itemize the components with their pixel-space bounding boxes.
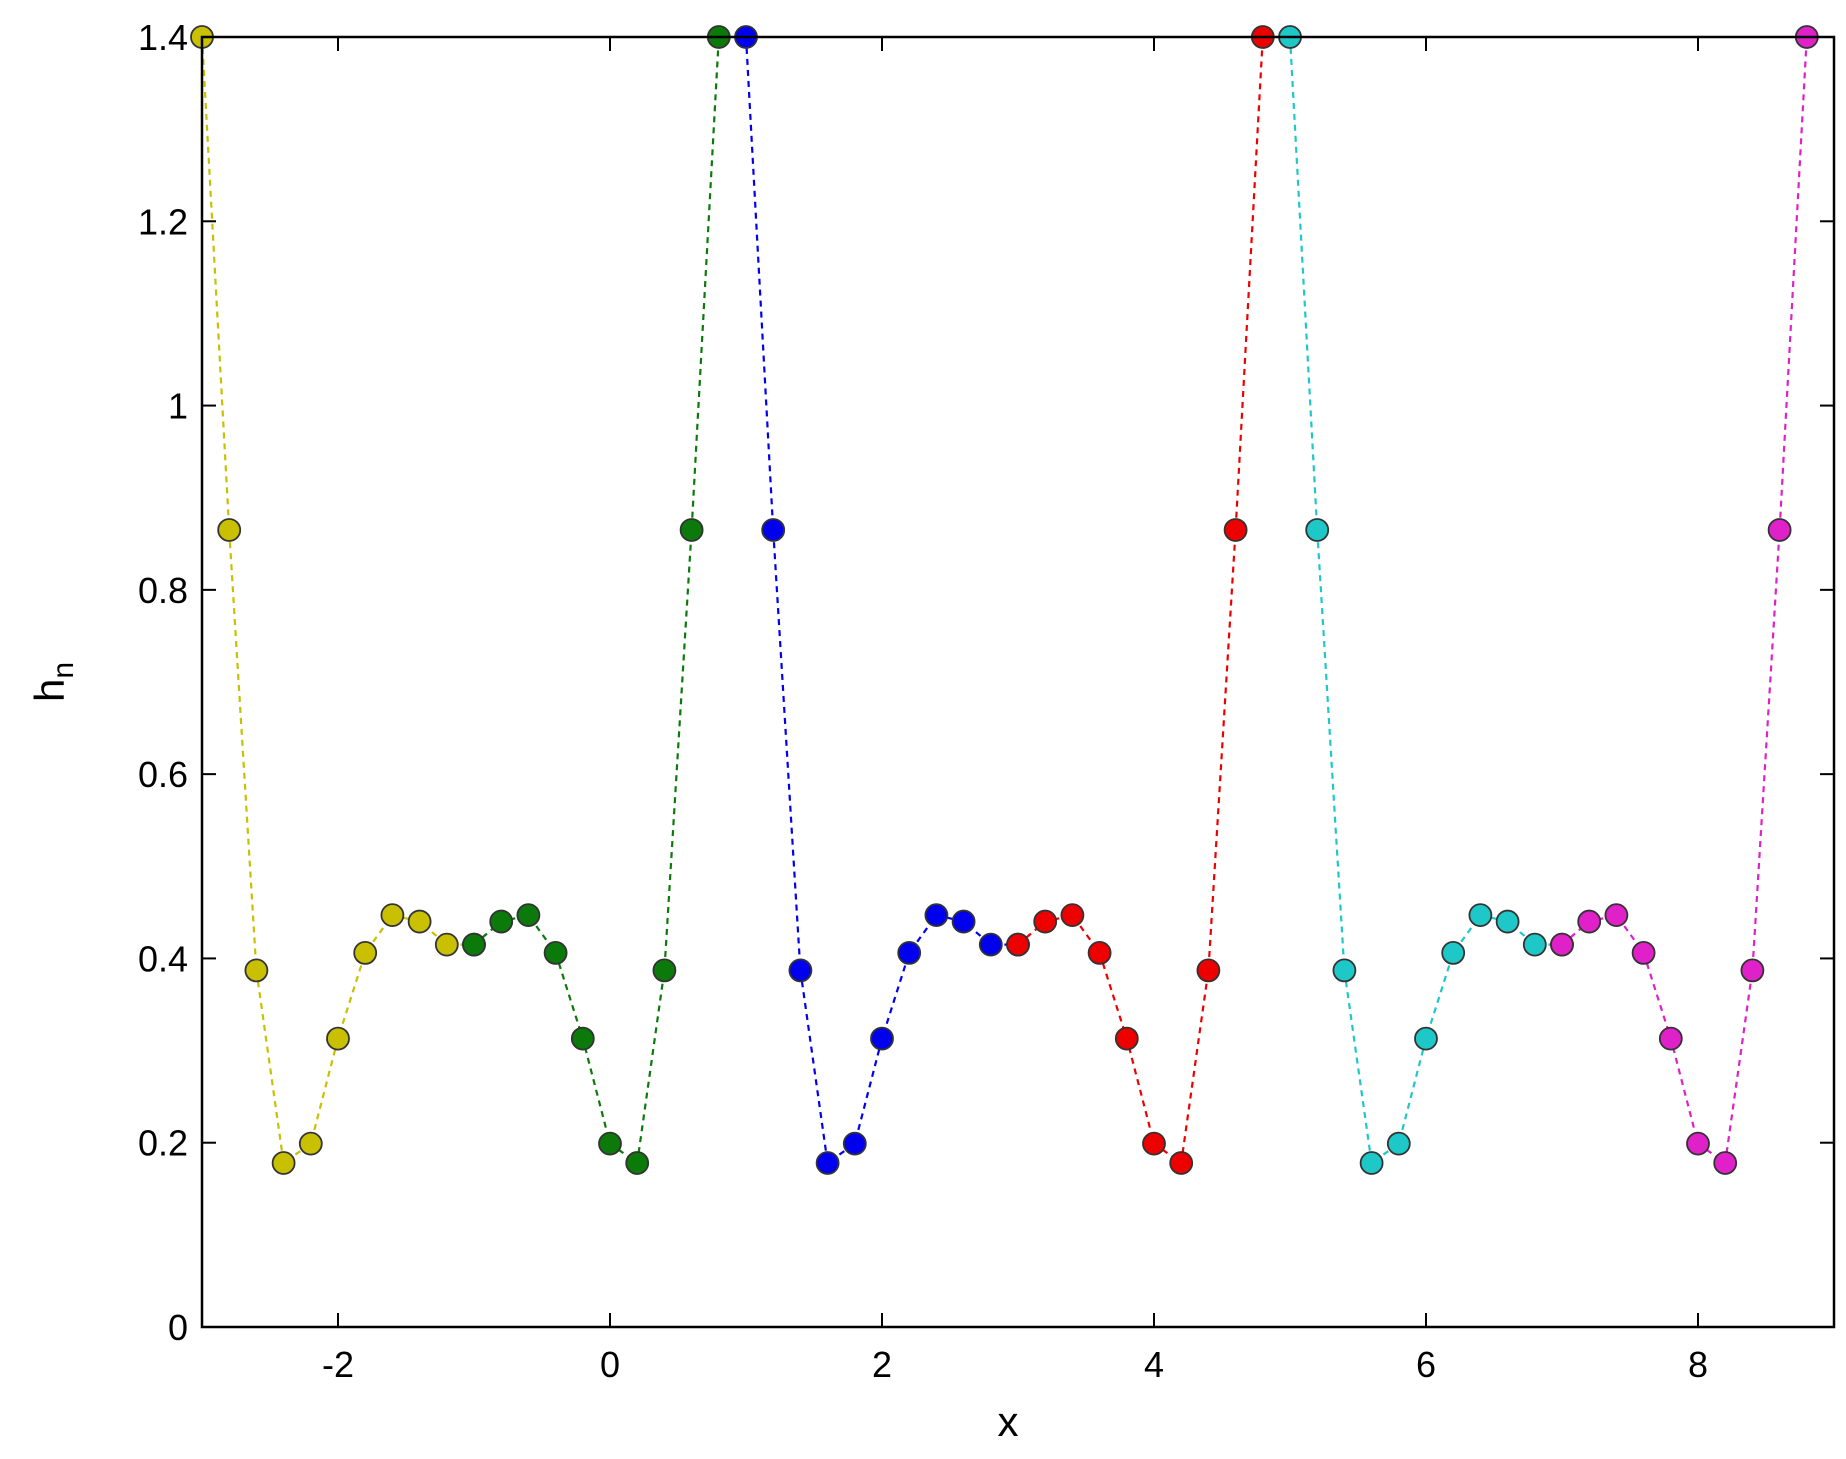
data-point [679, 518, 704, 542]
data-point [652, 958, 677, 983]
data-point [1359, 1151, 1384, 1175]
x-axis-title: x [998, 1398, 1019, 1445]
data-point [951, 909, 976, 934]
data-point [489, 909, 514, 934]
data-point [217, 518, 242, 542]
y-tick-label: 0.2 [138, 1123, 188, 1164]
data-point [1223, 518, 1248, 542]
data-point [1060, 903, 1085, 928]
data-point [978, 932, 1003, 957]
x-tick-label: 4 [1144, 1344, 1164, 1385]
data-point [1114, 1026, 1139, 1051]
data-point [462, 932, 486, 957]
data-point [1550, 932, 1574, 957]
series-6 [1550, 25, 1819, 1175]
data-point [1740, 958, 1765, 983]
data-point [1087, 941, 1112, 965]
data-point [353, 941, 378, 965]
y-tick-label: 1.4 [138, 17, 188, 58]
data-point [271, 1151, 296, 1175]
data-point [1631, 941, 1656, 965]
plot-frame [200, 35, 1836, 1329]
x-tick-label: 6 [1416, 1344, 1436, 1385]
data-point [1332, 958, 1357, 983]
series-line [473, 36, 720, 1165]
data-point [1033, 909, 1058, 934]
data-point [1495, 909, 1520, 934]
data-point [1386, 1131, 1411, 1156]
x-tick-label: 2 [872, 1344, 892, 1385]
data-point [543, 941, 568, 965]
data-point [625, 1151, 650, 1175]
data-point [1658, 1026, 1683, 1051]
plot-background [202, 37, 1834, 1327]
y-tick-label: 1 [168, 386, 188, 427]
data-point [924, 903, 949, 928]
y-axis-title-subscript: n [47, 662, 80, 679]
y-axis-title-main: h [26, 679, 73, 702]
data-point [1142, 1131, 1166, 1156]
data-point [815, 1151, 840, 1175]
series-5 [1278, 25, 1574, 1175]
data-point [1305, 518, 1330, 542]
data-point [1169, 1151, 1194, 1175]
series-2 [462, 25, 731, 1175]
data-point [842, 1131, 867, 1156]
data-point [407, 909, 432, 934]
y-tick-label: 0.6 [138, 754, 188, 795]
x-tick-label: 8 [1688, 1344, 1708, 1385]
x-tick-label: 0 [600, 1344, 620, 1385]
data-point [434, 932, 459, 957]
series-line [1017, 36, 1264, 1165]
data-point [570, 1026, 595, 1051]
data-point [1767, 518, 1792, 542]
series-4 [1006, 25, 1275, 1175]
data-point [244, 958, 269, 983]
data-point [1604, 903, 1629, 928]
data-point [516, 903, 541, 928]
data-point [761, 518, 786, 542]
data-point [1686, 1131, 1710, 1156]
data-point [1441, 941, 1466, 965]
data-point [1006, 932, 1030, 957]
y-tick-label: 0 [168, 1307, 188, 1348]
x-tick-label: -2 [322, 1344, 354, 1385]
y-tick-label: 0.4 [138, 938, 188, 979]
data-point [1468, 903, 1493, 928]
data-point [1196, 958, 1221, 983]
data-point [326, 1026, 350, 1051]
y-axis-title: hn [26, 662, 80, 702]
series-line [1561, 36, 1808, 1165]
y-tick-label: 1.2 [138, 201, 188, 242]
data-point [1414, 1026, 1438, 1051]
x-axis: -2 0 2 4 6 8 [322, 37, 1708, 1385]
data-point [298, 1131, 323, 1156]
data-point [380, 903, 405, 928]
data-point [598, 1131, 622, 1156]
data-point [1522, 932, 1547, 957]
data-point [1713, 1151, 1738, 1175]
data-point [788, 958, 813, 983]
y-tick-label: 0.8 [138, 570, 188, 611]
y-axis: 0 0.2 0.4 0.6 0.8 1 1.2 1.4 [138, 17, 1834, 1348]
data-point [870, 1026, 894, 1051]
series-layer [190, 25, 1819, 1175]
data-point [897, 941, 922, 965]
data-point [1577, 909, 1602, 934]
